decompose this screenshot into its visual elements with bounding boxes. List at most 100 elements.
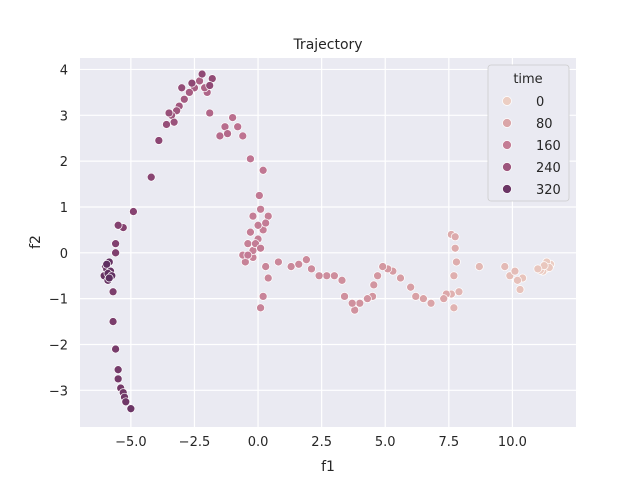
y-tick-label: 2	[60, 155, 68, 170]
data-point	[274, 257, 283, 267]
data-point	[439, 294, 449, 304]
data-point	[162, 120, 171, 129]
data-point	[179, 94, 189, 104]
data-point	[256, 243, 265, 253]
data-point	[154, 136, 164, 145]
data-point	[113, 220, 123, 230]
legend-label: 320	[536, 183, 561, 198]
data-point	[258, 292, 268, 301]
data-point	[450, 243, 460, 253]
y-tick-label: 3	[60, 109, 68, 124]
data-point	[108, 317, 118, 326]
legend-marker	[502, 118, 512, 128]
data-point	[513, 275, 522, 285]
y-tick-label: 0	[60, 247, 68, 262]
data-point	[411, 292, 421, 301]
data-point	[243, 250, 253, 260]
data-point	[515, 285, 525, 294]
data-point	[454, 287, 464, 297]
data-points	[99, 69, 555, 414]
data-point	[126, 404, 136, 414]
data-point	[378, 262, 388, 271]
data-point	[238, 131, 248, 141]
legend-label: 80	[536, 117, 553, 132]
data-point	[347, 298, 357, 308]
y-tick-labels: −3 −2 −1 0 1 2 3 4	[49, 63, 68, 399]
data-point	[215, 131, 225, 141]
data-point	[205, 108, 215, 118]
data-point	[248, 211, 258, 221]
data-point	[111, 248, 120, 258]
data-point	[307, 264, 316, 274]
data-point	[254, 191, 264, 200]
data-point	[533, 264, 543, 274]
data-point	[104, 273, 114, 283]
data-point	[177, 83, 187, 93]
data-point	[164, 108, 174, 118]
data-point	[197, 69, 207, 79]
data-point	[396, 273, 405, 283]
data-point	[337, 275, 347, 285]
y-tick-label: 4	[60, 63, 68, 78]
data-point	[108, 287, 118, 297]
data-point	[113, 365, 123, 375]
data-point	[450, 232, 460, 242]
gridlines	[80, 58, 576, 427]
data-point	[363, 294, 372, 304]
data-point	[322, 271, 332, 281]
y-tick-label: −2	[49, 338, 68, 353]
x-tick-label: 10.0	[498, 435, 527, 450]
data-point	[263, 273, 273, 283]
x-tick-label: 7.5	[438, 435, 459, 450]
data-point	[286, 262, 296, 271]
legend-title: time	[513, 72, 542, 87]
data-point	[187, 78, 197, 88]
data-point	[258, 165, 268, 175]
data-point	[102, 259, 112, 269]
data-point	[113, 374, 123, 384]
y-axis-label: f2	[28, 235, 44, 249]
x-tick-label: 5.0	[375, 435, 396, 450]
y-tick-label: −3	[49, 384, 68, 399]
data-point	[302, 255, 311, 265]
data-point	[474, 262, 484, 271]
data-point	[243, 239, 253, 248]
data-point	[146, 172, 156, 182]
data-point	[314, 271, 324, 281]
data-point	[294, 259, 304, 269]
data-point	[256, 204, 265, 214]
chart-title: Trajectory	[292, 37, 362, 53]
x-tick-labels: −5.0 −2.5 0.0 2.5 5.0 7.5 10.0	[115, 435, 527, 450]
x-axis-label: f1	[321, 459, 335, 475]
legend-marker	[502, 162, 512, 172]
data-point	[253, 220, 263, 230]
legend-label: 0	[536, 95, 544, 110]
data-point	[246, 154, 255, 164]
y-tick-label: −1	[49, 293, 68, 308]
data-point	[330, 271, 339, 281]
data-point	[205, 81, 215, 90]
x-tick-label: 2.5	[311, 435, 332, 450]
data-point	[223, 129, 232, 138]
x-tick-label: 0.0	[248, 435, 269, 450]
data-point	[449, 271, 459, 281]
legend-label: 160	[536, 139, 561, 154]
legend-marker	[502, 140, 512, 150]
data-point	[355, 298, 365, 308]
data-point	[111, 344, 120, 354]
legend: time 0 80 160 240 320	[487, 64, 570, 202]
data-point	[261, 262, 271, 271]
x-tick-label: −5.0	[115, 435, 147, 450]
data-point	[256, 303, 265, 313]
data-point	[233, 122, 243, 132]
data-point	[261, 218, 271, 228]
data-point	[121, 397, 131, 407]
data-point	[111, 239, 120, 248]
y-tick-label: 1	[60, 201, 68, 216]
data-point	[369, 280, 379, 290]
legend-label: 240	[536, 161, 561, 176]
data-point	[246, 227, 255, 237]
data-point	[449, 303, 459, 313]
data-point	[185, 88, 194, 97]
